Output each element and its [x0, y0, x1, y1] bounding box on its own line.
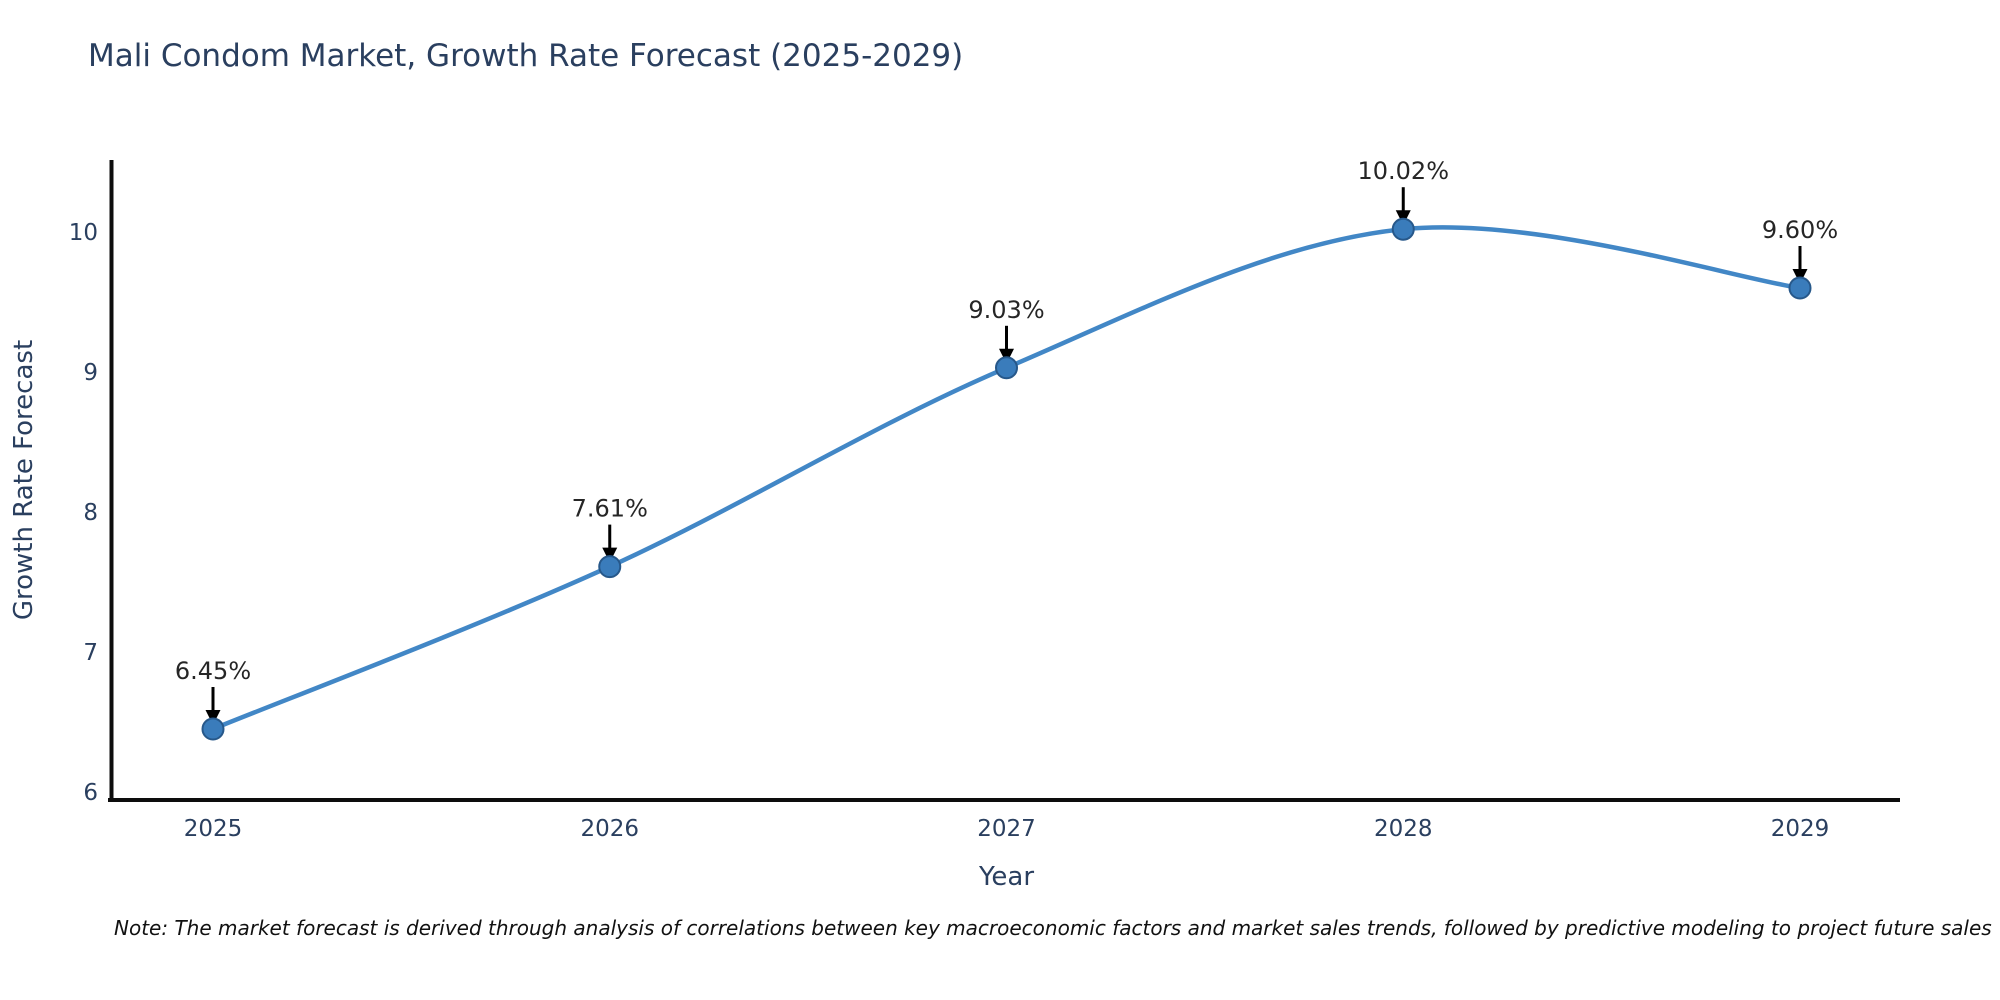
annotation-label: 10.02% — [1357, 157, 1449, 185]
annotation-label: 6.45% — [175, 657, 251, 685]
y-tick-label: 10 — [69, 220, 98, 246]
data-point-marker — [1391, 217, 1415, 241]
annotation-label: 9.60% — [1762, 216, 1838, 244]
y-axis-title: Growth Rate Forecast — [9, 340, 39, 620]
annotation-label: 9.03% — [968, 296, 1044, 324]
y-tick-label: 8 — [83, 500, 98, 526]
data-point-marker — [598, 555, 622, 579]
x-tick-label: 2029 — [1771, 816, 1830, 842]
x-tick-label: 2026 — [580, 816, 639, 842]
y-tick-label: 7 — [83, 640, 98, 666]
data-point-marker — [1788, 276, 1812, 300]
x-tick-label: 2028 — [1374, 816, 1433, 842]
x-axis-title: Year — [978, 862, 1034, 892]
data-point-marker — [995, 356, 1018, 380]
y-tick-label: 9 — [83, 360, 98, 386]
footnote: Note: The market forecast is derived thr… — [114, 916, 1992, 940]
x-tick-label: 2025 — [184, 816, 243, 842]
chart-title: Mali Condom Market, Growth Rate Forecast… — [88, 38, 964, 74]
x-tick-label: 2027 — [977, 816, 1036, 842]
annotation-label: 7.61% — [572, 495, 648, 523]
data-point-marker — [201, 717, 225, 741]
y-tick-label: 6 — [83, 780, 98, 806]
